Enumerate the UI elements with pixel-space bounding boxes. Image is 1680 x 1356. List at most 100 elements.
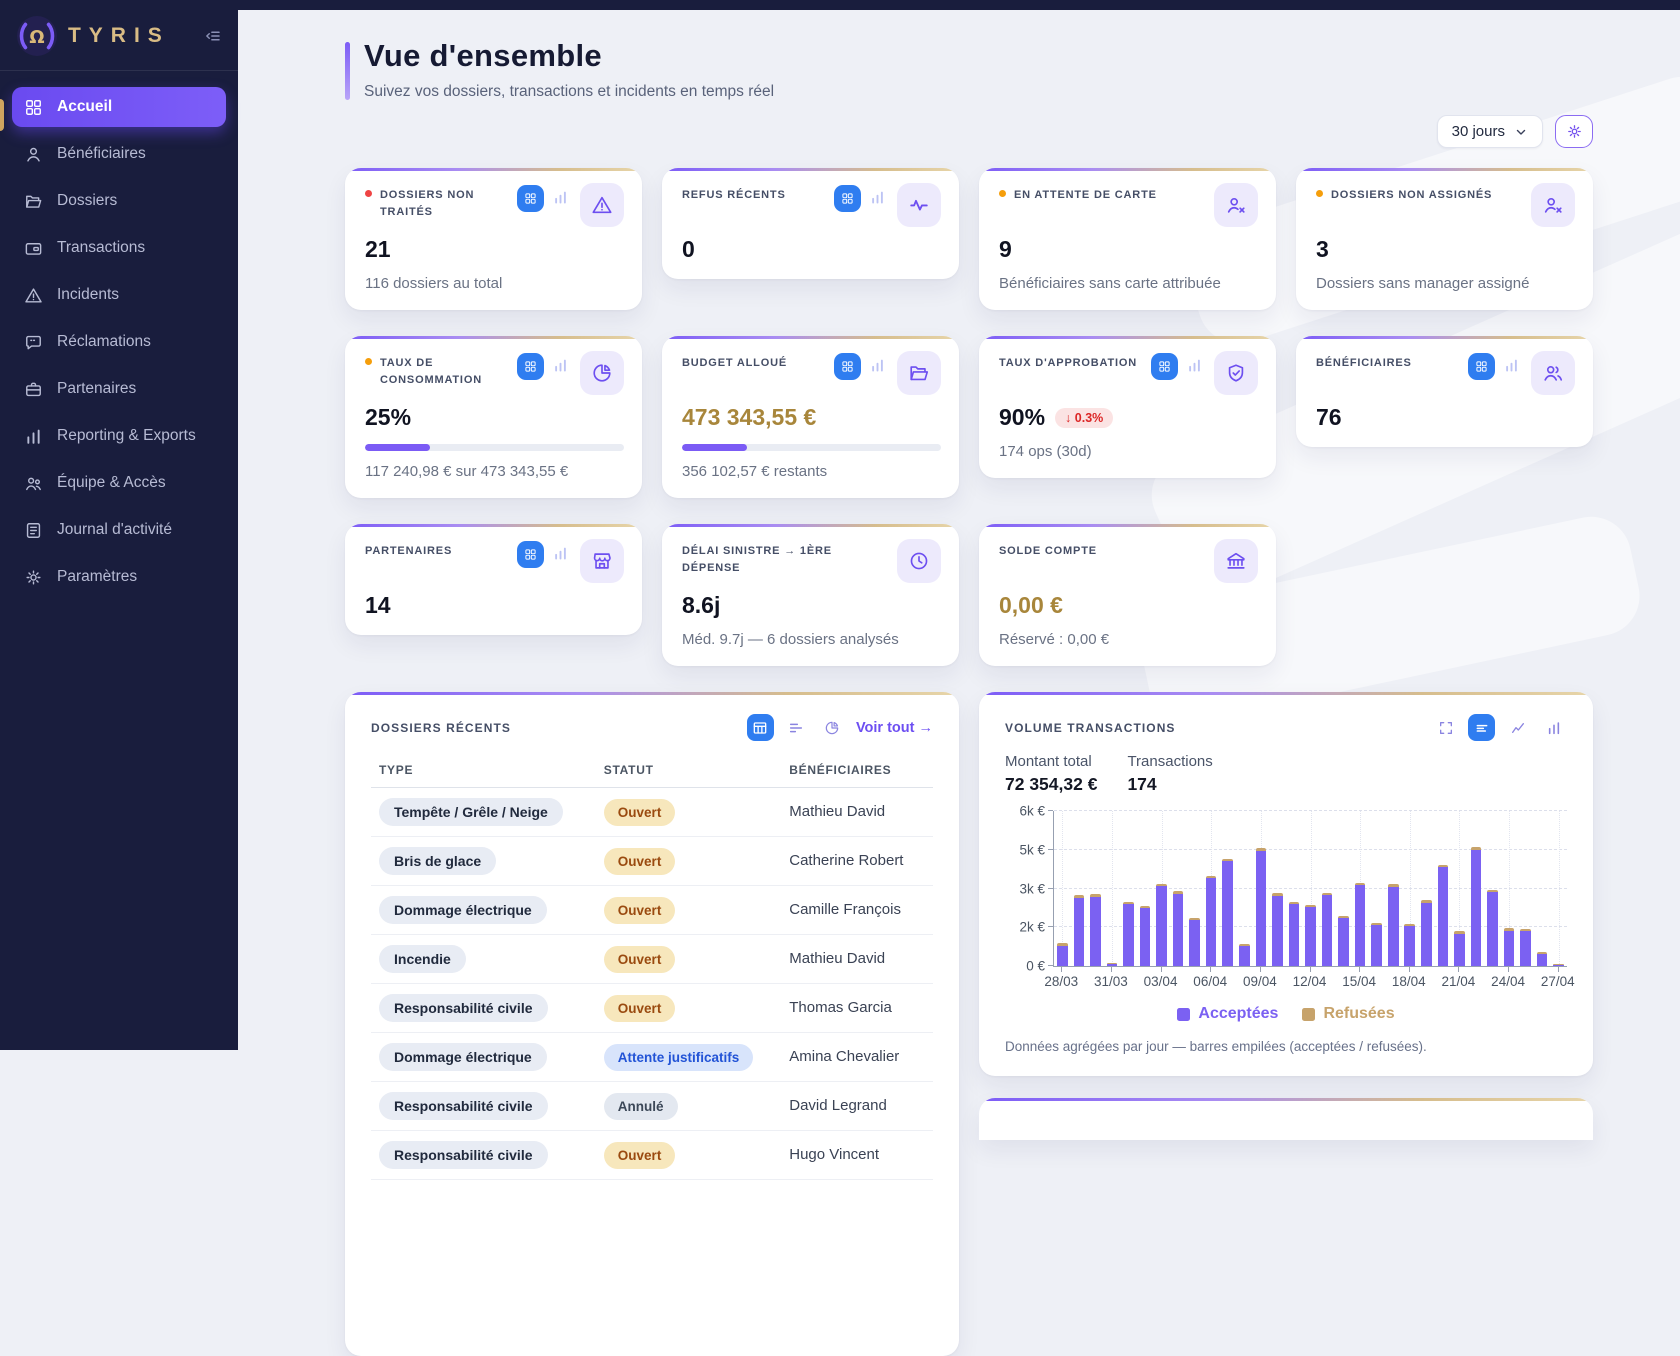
x-axis-label: 18/04 [1391,974,1426,989]
stat-card-subtext: 117 240,98 € sur 473 343,55 € [365,463,569,480]
sidebar-item-accueil[interactable]: Accueil [12,87,226,127]
sidebar-nav: Accueil Bénéficiaires Dossiers Transactions… [0,71,238,597]
sidebar-item-transactions[interactable]: Transactions [12,228,226,268]
chart-bar [1487,889,1498,966]
beneficiary-name: Hugo Vincent [789,1146,880,1163]
table-row[interactable]: Tempête / Grêle / Neige Ouvert Mathieu Dav… [371,787,933,837]
chart-bar [1520,928,1531,966]
period-selector[interactable]: 30 jours [1436,115,1543,148]
stat-card-subtext: Réservé : 0,00 € [999,631,1110,648]
table-row[interactable]: Responsabilité civile Annulé David Legrand [371,1081,933,1131]
sidebar-item-label: Transactions [57,239,146,256]
card-grid-toggle-button[interactable] [1151,353,1178,380]
recent-cases-toolbar [746,714,846,741]
mini-bars-icon [553,546,568,566]
transactions-title: VOLUME TRANSACTIONS [1005,720,1176,735]
stat-card-taux-consommation: TAUX DE CONSOMMATION 25% 117 240,98 € sur … [345,336,642,498]
cases-view-list-button[interactable] [783,714,810,741]
stat-card-title: BÉNÉFICIAIRES [1316,357,1412,369]
user-icon [24,145,43,164]
stat-card-dossiers-non-assignes: DOSSIERS NON ASSIGNÉS 3 Dossiers sans mana… [1296,168,1593,310]
sidebar-item-beneficiaires[interactable]: Bénéficiaires [12,134,226,174]
stat-card-subtext: 116 dossiers au total [365,275,503,292]
stat-card-value: 90% [999,404,1046,430]
legend-swatch [1177,1007,1191,1021]
cases-view-table-button[interactable] [746,714,774,741]
chart-bar [1321,892,1333,966]
beneficiary-name: Mathieu David [789,950,886,967]
mini-bars-icon [1504,358,1519,378]
wallet-icon [24,239,43,258]
x-axis-label: 03/04 [1143,974,1178,989]
chart-bar [1338,915,1349,966]
briefcase-icon [24,380,43,399]
card-grid-toggle-button[interactable] [517,541,544,568]
chart-bar [1421,900,1432,966]
pulse-icon [897,183,941,227]
dashboard-settings-button[interactable] [1555,115,1593,148]
y-axis-label: 6k € [1019,803,1045,819]
sidebar-item-parametres[interactable]: Paramètres [12,557,226,597]
chart-view-expand-button[interactable] [1432,714,1459,741]
table-row[interactable]: Incendie Ouvert Mathieu David [371,934,933,984]
tyris-logo-icon: Ω [16,15,58,57]
sidebar-item-reclamations[interactable]: Réclamations [12,322,226,362]
card-grid-toggle-button[interactable] [834,185,861,212]
mini-bars-icon [553,358,568,378]
user-x-icon [1531,183,1575,227]
sidebar-item-journal-activite[interactable]: Journal d'activité [12,510,226,550]
period-selector-value: 30 jours [1451,123,1505,140]
gear-icon [1567,125,1581,138]
beneficiary-name: Catherine Robert [789,852,904,869]
stat-card-beneficiaires: BÉNÉFICIAIRES 76 [1296,336,1593,447]
status-dot [999,190,1006,197]
stat-card-value: 3 [1316,236,1329,262]
table-row[interactable]: Bris de glace Ouvert Catherine Robert [371,836,933,886]
table-row[interactable]: Dommage électrique Ouvert Camille François [371,885,933,935]
sidebar-item-label: Journal d'activité [57,521,172,538]
chevron-down-icon [1516,129,1526,135]
sidebar-item-label: Paramètres [57,568,138,585]
sidebar-item-label: Réclamations [57,333,151,350]
table-row[interactable]: Responsabilité civile Ouvert Hugo Vincent [371,1130,933,1180]
case-type-pill: Incendie [379,945,466,973]
card-grid-toggle-button[interactable] [517,353,544,380]
sidebar-item-label: Équipe & Accès [57,474,166,491]
y-axis-label: 3k € [1019,881,1045,896]
stat-card-title: DOSSIERS NON ASSIGNÉS [1331,189,1493,201]
chart-bar [1454,931,1465,966]
stat-card-title: PARTENAIRES [365,545,453,557]
stat-card-value: 21 [365,236,391,262]
case-type-pill: Dommage électrique [379,1043,547,1071]
chart-bar [1090,894,1101,966]
chart-view-rows-button[interactable] [1468,714,1495,741]
sidebar-item-dossiers[interactable]: Dossiers [12,181,226,221]
sidebar-collapse-button[interactable] [202,25,224,47]
cases-view-pie-button[interactable] [819,714,846,741]
beneficiary-name: Amina Chevalier [789,1048,900,1065]
chart-view-line-chart-button[interactable] [1504,714,1531,741]
stat-card-subtext: 174 ops (30d) [999,443,1092,460]
table-row[interactable]: Responsabilité civile Ouvert Thomas Garcia [371,983,933,1033]
chart-view-bars-button[interactable] [1540,714,1567,741]
sidebar-item-reporting-exports[interactable]: Reporting & Exports [12,416,226,456]
chart-bar [1305,905,1316,966]
stat-card-title: DOSSIERS NON TRAITÉS [380,189,475,218]
view-all-link[interactable]: Voir tout → [855,719,933,736]
legend-item-acceptées: Acceptées [1177,1005,1278,1023]
sidebar-item-partenaires[interactable]: Partenaires [12,369,226,409]
bottom-panels: DOSSIERS RÉCENTS Voir tout → TYPE STATUT… [345,692,1593,1356]
folder-icon [897,351,941,395]
sidebar-item-label: Dossiers [57,192,118,209]
card-grid-toggle-button[interactable] [834,353,861,380]
sidebar-item-incidents[interactable]: Incidents [12,275,226,315]
x-axis-label: 12/04 [1292,974,1327,989]
column-header-beneficiaries: BÉNÉFICIAIRES [781,755,933,788]
card-grid-toggle-button[interactable] [517,185,544,212]
card-grid-toggle-button[interactable] [1468,353,1495,380]
y-axis-label: 5k € [1019,842,1045,858]
sidebar-item-equipe-acces[interactable]: Équipe & Accès [12,463,226,503]
case-type-pill: Dommage électrique [379,896,547,924]
clock-icon [897,539,941,583]
table-row[interactable]: Dommage électrique Attente justificatifs A… [371,1032,933,1082]
